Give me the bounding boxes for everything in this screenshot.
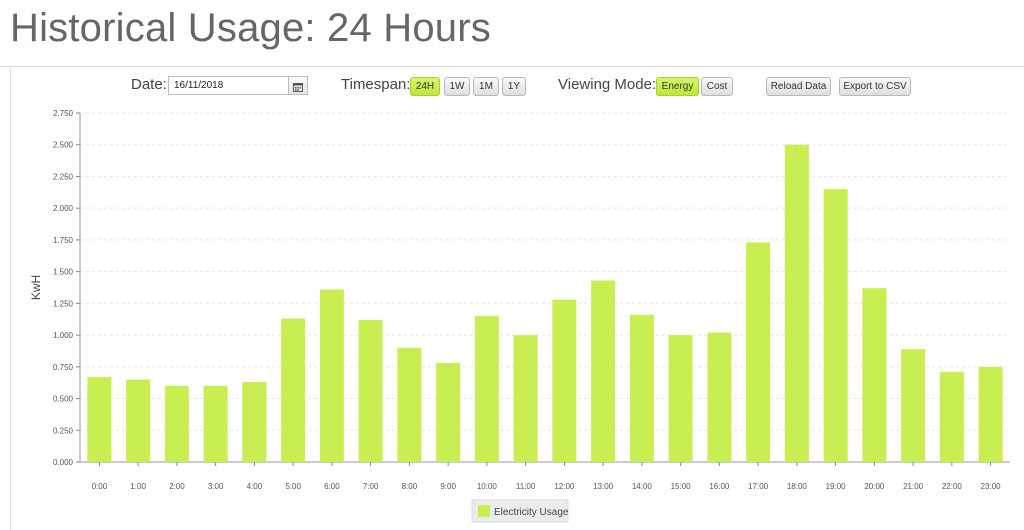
y-tick-label: 0.250: [53, 426, 74, 435]
x-tick-label: 6:00: [324, 482, 340, 491]
bar: [126, 379, 151, 462]
bar: [552, 299, 577, 462]
x-tick-label: 5:00: [285, 482, 301, 491]
bar: [978, 366, 1003, 462]
x-tick-label: 11:00: [516, 482, 536, 491]
viewing-mode-label: Viewing Mode:: [558, 76, 657, 93]
x-tick-label: 3:00: [208, 482, 224, 491]
bar: [823, 189, 848, 462]
export-csv-button[interactable]: Export to CSV: [839, 77, 911, 96]
bar: [591, 280, 616, 462]
bar: [901, 349, 926, 462]
y-tick-label: 0.000: [53, 458, 74, 467]
calendar-button[interactable]: [288, 76, 308, 95]
x-tick-label: 16:00: [709, 482, 730, 491]
x-tick-label: 20:00: [864, 482, 885, 491]
page-title: Historical Usage: 24 Hours: [10, 6, 491, 50]
bar: [242, 382, 267, 462]
x-tick-label: 7:00: [363, 482, 379, 491]
x-tick-label: 2:00: [169, 482, 185, 491]
y-tick-label: 0.500: [53, 395, 74, 404]
y-tick-label: 1.000: [53, 331, 74, 340]
bar: [319, 289, 344, 462]
bar: [358, 319, 383, 462]
bar: [474, 316, 499, 462]
x-tick-label: 0:00: [92, 482, 108, 491]
y-tick-label: 2.250: [53, 172, 74, 181]
bar: [164, 385, 189, 462]
timespan-1w-button[interactable]: 1W: [444, 77, 470, 96]
panel-border: [10, 67, 11, 530]
y-tick-label: 0.750: [53, 363, 74, 372]
x-tick-label: 13:00: [593, 482, 614, 491]
legend-swatch: [478, 505, 490, 517]
y-axis-title: KwH: [29, 275, 43, 300]
timespan-24h-button[interactable]: 24H: [410, 77, 440, 96]
x-tick-label: 17:00: [748, 482, 769, 491]
x-tick-label: 18:00: [787, 482, 808, 491]
x-tick-label: 8:00: [402, 482, 418, 491]
y-tick-label: 2.000: [53, 204, 74, 213]
y-tick-label: 1.750: [53, 236, 74, 245]
calendar-icon: [293, 83, 303, 92]
title-divider: [0, 66, 1024, 67]
x-tick-label: 14:00: [632, 482, 653, 491]
date-input[interactable]: [168, 76, 294, 95]
usage-bar-chart: 0.000 0.250 0.500 0.750 1.000 1.250 1.500 1.750…: [29, 109, 1010, 523]
timespan-1y-button[interactable]: 1Y: [502, 77, 526, 96]
x-tick-label: 4:00: [247, 482, 263, 491]
bar: [939, 371, 964, 462]
y-tick-label: 1.250: [53, 299, 74, 308]
x-tick-label: 9:00: [440, 482, 456, 491]
y-tick-label: 1.500: [53, 268, 74, 277]
legend-label: Electricity Usage: [494, 507, 569, 518]
viewing-mode-energy-button[interactable]: Energy: [656, 77, 699, 96]
timespan-label: Timespan:: [341, 76, 411, 93]
bar: [784, 144, 809, 462]
bar: [203, 385, 228, 462]
bar: [629, 314, 654, 462]
bar: [281, 318, 306, 462]
bar: [668, 335, 693, 462]
bar: [397, 347, 422, 462]
y-tick-label: 2.500: [53, 141, 74, 150]
reload-data-button[interactable]: Reload Data: [766, 77, 831, 96]
bar: [87, 376, 112, 462]
legend-box: [471, 499, 569, 523]
bar: [513, 335, 538, 462]
x-tick-label: 22:00: [942, 482, 963, 491]
x-tick-label: 23:00: [981, 482, 1002, 491]
y-tick-label: 2.750: [53, 109, 74, 118]
x-tick-label: 10:00: [477, 482, 498, 491]
bar: [707, 332, 732, 462]
viewing-mode-cost-button[interactable]: Cost: [701, 77, 733, 96]
x-tick-label: 15:00: [671, 482, 692, 491]
x-tick-label: 19:00: [826, 482, 847, 491]
x-tick-label: 21:00: [903, 482, 924, 491]
bar: [436, 363, 461, 462]
timespan-1m-button[interactable]: 1M: [473, 77, 499, 96]
date-label: Date:: [131, 76, 167, 93]
x-tick-label: 12:00: [554, 482, 575, 491]
x-tick-label: 1:00: [130, 482, 146, 491]
bar: [746, 242, 771, 462]
bar: [862, 288, 887, 462]
